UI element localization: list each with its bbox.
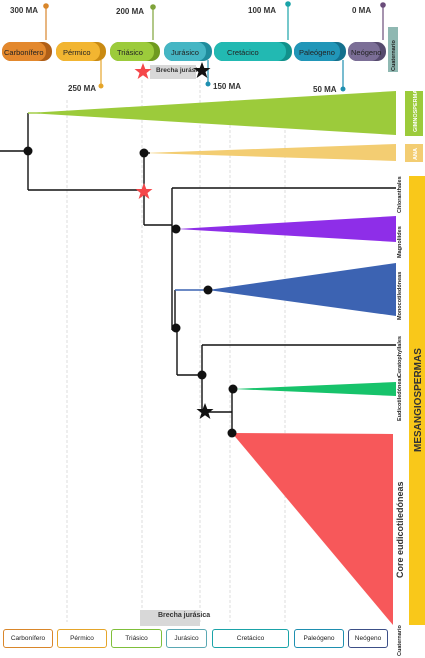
tick-0ma: 0 MA xyxy=(352,2,386,40)
label-magnoliides: Magnoliides xyxy=(397,226,403,258)
period-label-neogeno: Neógeno xyxy=(351,48,381,57)
label-ceratophyllales: Ceratophyllales xyxy=(397,336,403,377)
red-star-icon xyxy=(135,183,153,199)
label-chloranthales: Chloranthales xyxy=(397,176,403,213)
period-label-jurasico: Jurásico xyxy=(171,48,199,57)
label-eudicots: Eudicotiledóneas xyxy=(397,375,403,421)
tick-50ma: 50 MA xyxy=(313,60,346,94)
period-permico: Pérmico xyxy=(56,42,106,61)
timeline: 300 MA 200 MA 100 MA 0 MA Carbonífero Pé… xyxy=(2,1,398,94)
clade-monocots xyxy=(208,263,396,316)
period-jurasico: Jurásico xyxy=(164,42,212,61)
period-label-carbonifero: Carbonífero xyxy=(4,48,44,57)
label-ana: ANA xyxy=(413,148,419,160)
period-cuaternario: Cuaternario xyxy=(388,27,398,72)
label-cuaternario-bottom: Cuaternario xyxy=(397,624,403,656)
tick-label-0ma: 0 MA xyxy=(352,6,371,15)
legend-neogeno: Neógeno xyxy=(348,629,388,648)
node-angiosperms xyxy=(139,148,149,158)
tree xyxy=(0,91,396,625)
period-cretacico: Cretácico xyxy=(214,42,292,61)
clade-gymnosperms xyxy=(28,91,396,135)
legend-jurasico: Jurásico xyxy=(166,629,207,648)
tick-150ma: 150 MA xyxy=(205,60,241,91)
node-lower xyxy=(171,323,181,333)
label-core-eudicots: Core eudicotiledóneas xyxy=(395,481,405,578)
brecha-top: Brecha jurásica xyxy=(150,65,205,79)
period-triasico: Triásico xyxy=(110,42,160,61)
tick-label-50ma: 50 MA xyxy=(313,85,337,94)
node-mesangiosperms xyxy=(171,224,181,234)
period-carbonifero: Carbonífero xyxy=(2,42,52,61)
clade-eudicots xyxy=(233,382,396,396)
brecha-bottom: Brecha jurásica xyxy=(140,610,210,626)
legend-triasico: Triásico xyxy=(111,629,162,648)
right-labels: GIMNOSPERMAS ANA MESANGIOSPERMAS Chloran… xyxy=(395,86,425,656)
legend-carbonifero: Carbonífero xyxy=(3,629,53,648)
node-root xyxy=(23,146,33,156)
node-eudicot-crown xyxy=(228,384,238,394)
guide-lines xyxy=(66,80,286,622)
legend-paleogeno: Paleógeno xyxy=(294,629,344,648)
legend-cretacico: Cretácico xyxy=(212,629,289,648)
clade-core-eudicots xyxy=(232,433,393,625)
black-star-top-icon xyxy=(193,62,211,78)
label-mesangiospermas: MESANGIOSPERMAS xyxy=(413,348,424,452)
tick-label-100ma: 100 MA xyxy=(248,6,276,15)
red-star-top-icon xyxy=(134,63,152,79)
period-label-permico: Pérmico xyxy=(63,48,91,57)
tick-label-250ma: 250 MA xyxy=(68,84,96,93)
brecha-top-label: Brecha jurásica xyxy=(156,67,205,74)
black-star-icon xyxy=(196,403,214,419)
label-gymnosperms: GIMNOSPERMAS xyxy=(413,86,419,132)
period-label-cuaternario: Cuaternario xyxy=(391,39,397,71)
brecha-bottom-label: Brecha jurásica xyxy=(158,612,210,619)
tick-250ma: 250 MA xyxy=(68,60,104,93)
period-label-paleogeno: Paleógeno xyxy=(299,48,335,57)
tick-label-300ma: 300 MA xyxy=(10,6,38,15)
node-core xyxy=(227,428,237,438)
clade-magnoliides xyxy=(177,216,396,242)
period-label-triasico: Triásico xyxy=(117,48,143,57)
period-neogeno: Neógeno xyxy=(348,42,386,61)
clade-ana xyxy=(144,144,396,161)
tick-100ma: 100 MA xyxy=(248,1,291,40)
node-eudicot-stem xyxy=(197,370,207,380)
tick-label-150ma: 150 MA xyxy=(213,82,241,91)
label-monocots: Monocotiledóneas xyxy=(397,272,403,320)
period-label-cretacico: Cretácico xyxy=(227,48,259,57)
tick-300ma: 300 MA xyxy=(10,3,49,40)
tick-label-200ma: 200 MA xyxy=(116,7,144,16)
tick-200ma: 200 MA xyxy=(116,4,156,40)
period-paleogeno: Paleógeno xyxy=(294,42,346,61)
node-monocots xyxy=(203,285,213,295)
legend-permico: Pérmico xyxy=(57,629,107,648)
